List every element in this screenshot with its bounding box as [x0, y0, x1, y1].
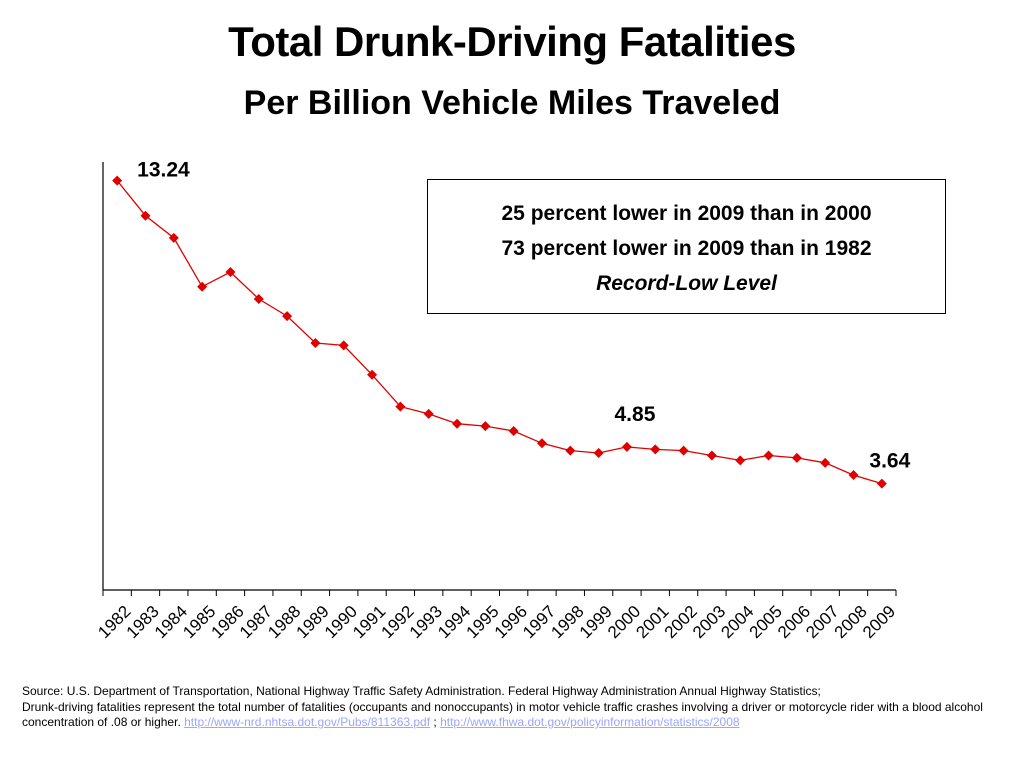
page-title: Total Drunk-Driving Fatalities: [228, 18, 796, 65]
data-point-1991: [367, 369, 378, 380]
x-tick-label-2009: 2009: [859, 602, 899, 642]
data-point-1995: [480, 421, 491, 432]
data-point-1984: [168, 232, 179, 243]
source-separator: ;: [430, 715, 441, 729]
data-point-1985: [197, 281, 208, 292]
data-point-2005: [763, 450, 774, 461]
data-point-1987: [253, 293, 264, 304]
callout-line-1: 25 percent lower in 2009 than in 2000: [501, 202, 872, 225]
source-note: Source: U.S. Department of Transportatio…: [22, 684, 1012, 731]
data-point-2004: [735, 455, 746, 466]
data-label-2009: 3.64: [869, 450, 910, 473]
source-line-1: Source: U.S. Department of Transportatio…: [22, 684, 821, 698]
data-point-2008: [848, 470, 859, 481]
data-point-1993: [423, 408, 434, 419]
data-point-2002: [678, 445, 689, 456]
data-point-1998: [565, 445, 576, 456]
source-link-nhtsa[interactable]: http://www-nrd.nhtsa.dot.gov/Pubs/811363…: [184, 715, 431, 729]
source-link-fhwa[interactable]: http://www.fhwa.dot.gov/policyinformatio…: [440, 715, 740, 729]
data-point-1992: [395, 401, 406, 412]
data-point-1989: [310, 337, 321, 348]
data-point-1990: [338, 340, 349, 351]
data-point-2007: [820, 457, 831, 468]
data-point-2006: [791, 452, 802, 463]
data-point-2003: [706, 450, 717, 461]
data-point-1999: [593, 448, 604, 459]
series-line: [116, 180, 882, 485]
data-label-1982: 13.24: [137, 159, 190, 182]
data-point-1997: [536, 438, 547, 449]
callout-line-2: 73 percent lower in 2009 than in 1982: [501, 237, 872, 260]
callout-box: 25 percent lower in 2009 than in 2000 73…: [427, 179, 946, 314]
data-point-2001: [650, 444, 661, 455]
page-subtitle: Per Billion Vehicle Miles Traveled: [243, 84, 781, 122]
data-point-1988: [282, 311, 293, 322]
data-point-1983: [140, 210, 151, 221]
data-point-1986: [225, 267, 236, 278]
data-point-2009: [876, 478, 887, 489]
data-point-2000: [621, 441, 632, 452]
data-label-2000: 4.85: [615, 403, 656, 426]
source-line-2: Drunk-driving fatalities represent the t…: [22, 699, 983, 730]
data-point-1996: [508, 426, 519, 437]
data-point-1982: [112, 175, 123, 186]
data-point-1994: [452, 418, 463, 429]
callout-line-3: Record-Low Level: [596, 272, 777, 295]
